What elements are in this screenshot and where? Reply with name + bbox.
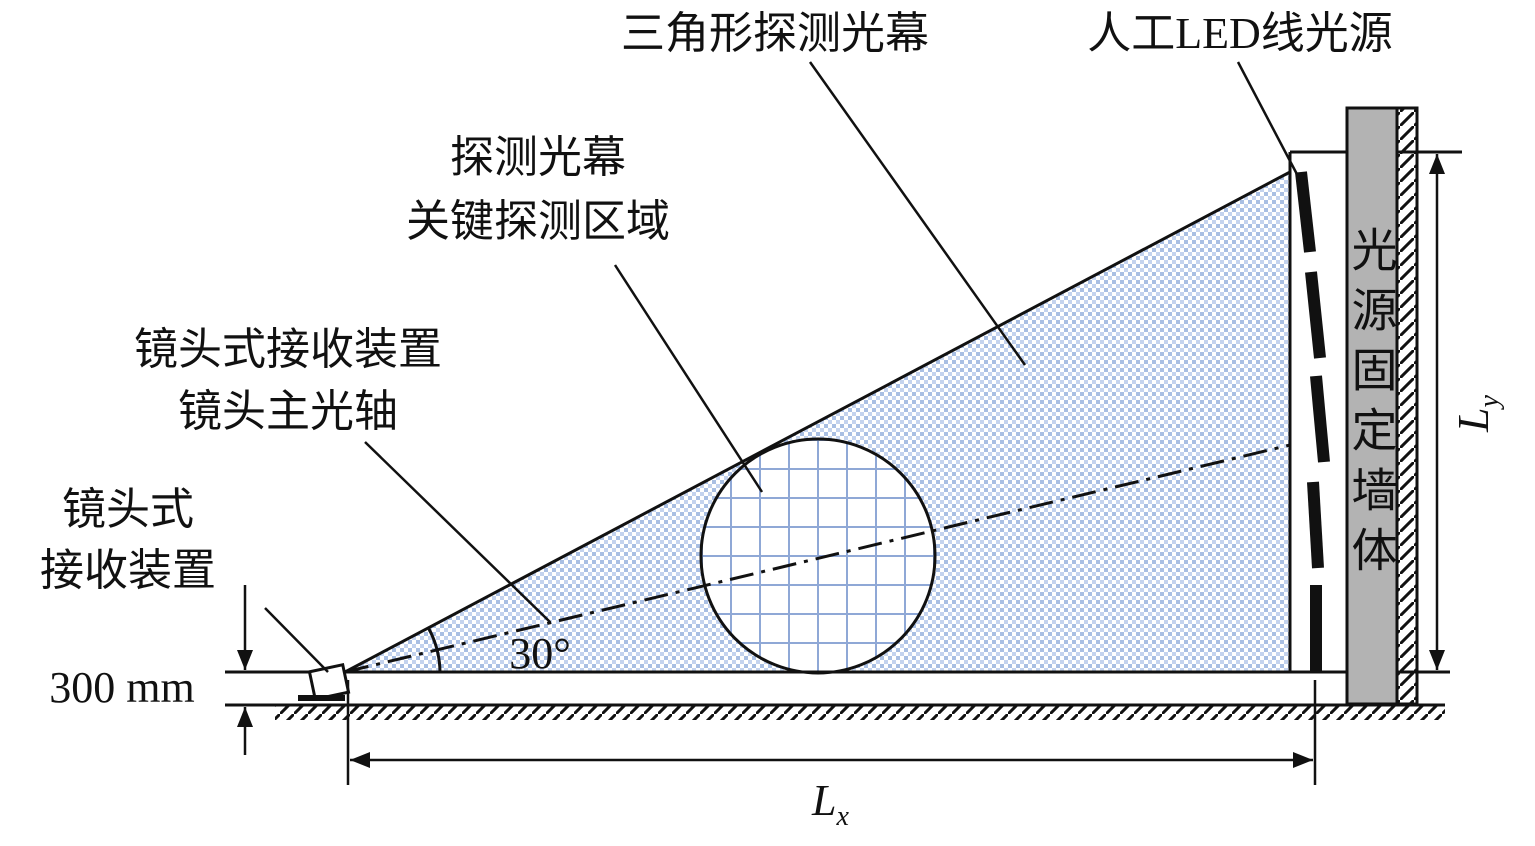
label: 30° bbox=[509, 629, 571, 678]
leaders bbox=[264, 61, 1302, 673]
symbol: L bbox=[811, 776, 836, 825]
subscript: x bbox=[835, 801, 849, 832]
label: 300 mm bbox=[49, 663, 194, 712]
dimension-label: Ly bbox=[1449, 395, 1505, 433]
structure bbox=[225, 106, 1462, 720]
dimension-label: Ly bbox=[1449, 395, 1505, 433]
label: 接收装置 bbox=[40, 546, 216, 595]
symbol: L bbox=[1449, 408, 1498, 433]
subscript: y bbox=[1474, 395, 1505, 411]
label: 镜头式 bbox=[62, 485, 194, 534]
dimension-label: Lx bbox=[811, 776, 849, 832]
label: 镜头式接收装置 bbox=[134, 325, 442, 374]
label: 关键探测区域 bbox=[406, 197, 670, 246]
curtain bbox=[344, 169, 1292, 675]
label: 探测光幕 bbox=[450, 133, 626, 182]
label: 镜头主光轴 bbox=[178, 387, 398, 436]
dimensions bbox=[237, 154, 1445, 785]
label: 人工LED线光源 bbox=[1087, 9, 1393, 58]
wall-label: 光源固定墙体 bbox=[1346, 226, 1397, 586]
label: 三角形探测光幕 bbox=[621, 9, 929, 58]
